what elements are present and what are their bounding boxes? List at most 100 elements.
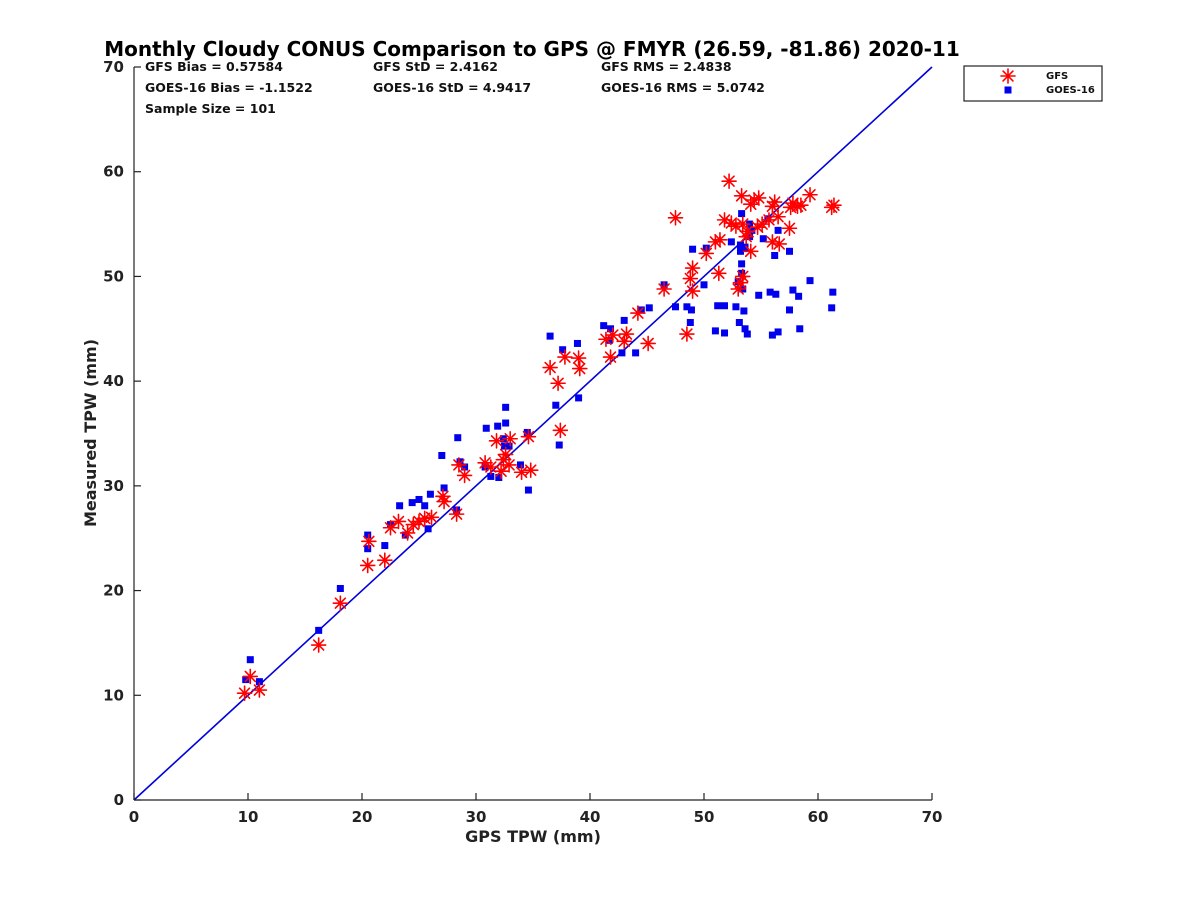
gfs-point bbox=[656, 281, 672, 297]
goes16-point bbox=[502, 403, 510, 411]
goes16-point bbox=[426, 490, 434, 498]
gfs-point bbox=[550, 375, 566, 392]
gfs-point bbox=[682, 270, 699, 287]
goes16-point bbox=[672, 303, 679, 311]
goes16-point bbox=[828, 304, 836, 312]
stat-goes-std: GOES-16 StD = 4.9417 bbox=[373, 80, 531, 95]
goes16-point bbox=[829, 288, 837, 296]
goes16-point bbox=[689, 245, 697, 253]
goes16-point bbox=[523, 428, 531, 436]
gfs-point bbox=[734, 268, 751, 285]
goes16-point bbox=[727, 238, 735, 246]
gfs-point bbox=[711, 265, 727, 282]
y-tick-label: 30 bbox=[103, 477, 124, 495]
x-tick-label: 50 bbox=[694, 808, 715, 826]
goes16-point bbox=[766, 288, 774, 296]
gfs-point bbox=[712, 231, 728, 248]
gfs-point bbox=[310, 637, 327, 653]
goes16-point bbox=[741, 325, 749, 333]
goes16-point bbox=[242, 676, 250, 684]
x-tick-label: 30 bbox=[466, 808, 487, 826]
y-tick-label: 60 bbox=[103, 163, 124, 181]
goes16-point bbox=[738, 269, 746, 277]
goes16-point bbox=[743, 330, 751, 338]
goes16-point bbox=[605, 336, 613, 344]
gfs-point bbox=[332, 595, 349, 611]
goes16-point bbox=[786, 247, 793, 255]
gfs-point bbox=[502, 430, 519, 447]
goes16-point bbox=[482, 424, 490, 432]
goes16-point bbox=[748, 226, 756, 234]
goes16-point bbox=[546, 332, 554, 340]
chart-title: Monthly Cloudy CONUS Comparison to GPS @… bbox=[104, 37, 960, 61]
goes16-point bbox=[364, 545, 372, 553]
gfs-point bbox=[520, 428, 537, 445]
stat-gfs-std: GFS StD = 2.4162 bbox=[373, 59, 498, 74]
goes16-point bbox=[768, 331, 776, 339]
gfs-point bbox=[667, 209, 684, 226]
stat-gfs-bias: GFS Bias = 0.57584 bbox=[145, 59, 283, 74]
stat-goes-bias: GOES-16 Bias = -1.1522 bbox=[145, 80, 313, 95]
legend: GFS GOES-16 bbox=[963, 65, 1103, 102]
goes16-point bbox=[687, 306, 695, 314]
goes16-point bbox=[755, 291, 763, 299]
y-tick-label: 40 bbox=[103, 372, 124, 390]
goes16-point bbox=[736, 247, 744, 255]
goes16-point bbox=[456, 458, 464, 466]
legend-goes-square bbox=[1004, 86, 1012, 94]
legend-box bbox=[963, 65, 1103, 102]
y-axis-label: Measured TPW (mm) bbox=[81, 339, 100, 527]
goes16-point bbox=[336, 584, 344, 592]
goes16-point bbox=[315, 626, 323, 634]
gfs-point bbox=[251, 682, 268, 698]
axis-ticks: 0 10 20 30 40 50 60 70 0 10 20 30 40 50 60 70 bbox=[103, 58, 942, 826]
goes16-point bbox=[502, 419, 510, 427]
goes16-point bbox=[246, 656, 254, 664]
gfs-point bbox=[802, 186, 818, 203]
goes16-point bbox=[524, 486, 532, 494]
gfs-point bbox=[399, 525, 416, 541]
gfs-point bbox=[721, 173, 737, 189]
gfs-point bbox=[604, 327, 621, 343]
gfs-point bbox=[640, 335, 656, 352]
goes16-point bbox=[424, 525, 432, 533]
gfs-point bbox=[602, 349, 619, 365]
goes16-point bbox=[396, 502, 404, 510]
goes16-point bbox=[774, 328, 782, 336]
gfs-point bbox=[522, 462, 539, 478]
y-tick-label: 0 bbox=[114, 791, 124, 809]
x-tick-label: 20 bbox=[352, 808, 373, 826]
gfs-point bbox=[793, 197, 809, 214]
legend-goes-marker bbox=[1004, 86, 1012, 94]
goes16-point bbox=[740, 307, 748, 315]
gfs-point bbox=[733, 188, 750, 204]
legend-gfs-marker bbox=[1000, 68, 1016, 84]
goes16-point bbox=[364, 531, 372, 539]
gfs-point bbox=[630, 305, 646, 321]
goes16-point bbox=[494, 422, 502, 430]
goes16-point bbox=[461, 463, 469, 471]
x-tick-label: 0 bbox=[129, 808, 139, 826]
gfs-point bbox=[376, 552, 393, 569]
goes16-point bbox=[255, 678, 263, 686]
gfs-point bbox=[451, 457, 467, 473]
x-tick-label: 40 bbox=[580, 808, 601, 826]
gfs-point bbox=[236, 685, 253, 701]
gfs-point bbox=[361, 533, 377, 550]
goes16-point bbox=[552, 401, 560, 409]
gfs-point bbox=[448, 506, 465, 522]
gfs-point bbox=[618, 326, 635, 342]
goes16-point bbox=[600, 322, 608, 330]
goes16-point bbox=[683, 303, 691, 311]
gfs-point bbox=[750, 190, 767, 206]
gfs-point bbox=[732, 274, 749, 291]
goes16-point bbox=[741, 243, 749, 251]
gfs-point bbox=[771, 236, 788, 252]
gfs-point bbox=[826, 197, 842, 214]
goes16-point bbox=[714, 302, 722, 310]
goes16-point bbox=[686, 319, 694, 326]
x-tick-label: 60 bbox=[808, 808, 829, 826]
goes16-point bbox=[789, 286, 797, 294]
goes16-point bbox=[487, 472, 495, 480]
gfs-point bbox=[359, 557, 376, 574]
